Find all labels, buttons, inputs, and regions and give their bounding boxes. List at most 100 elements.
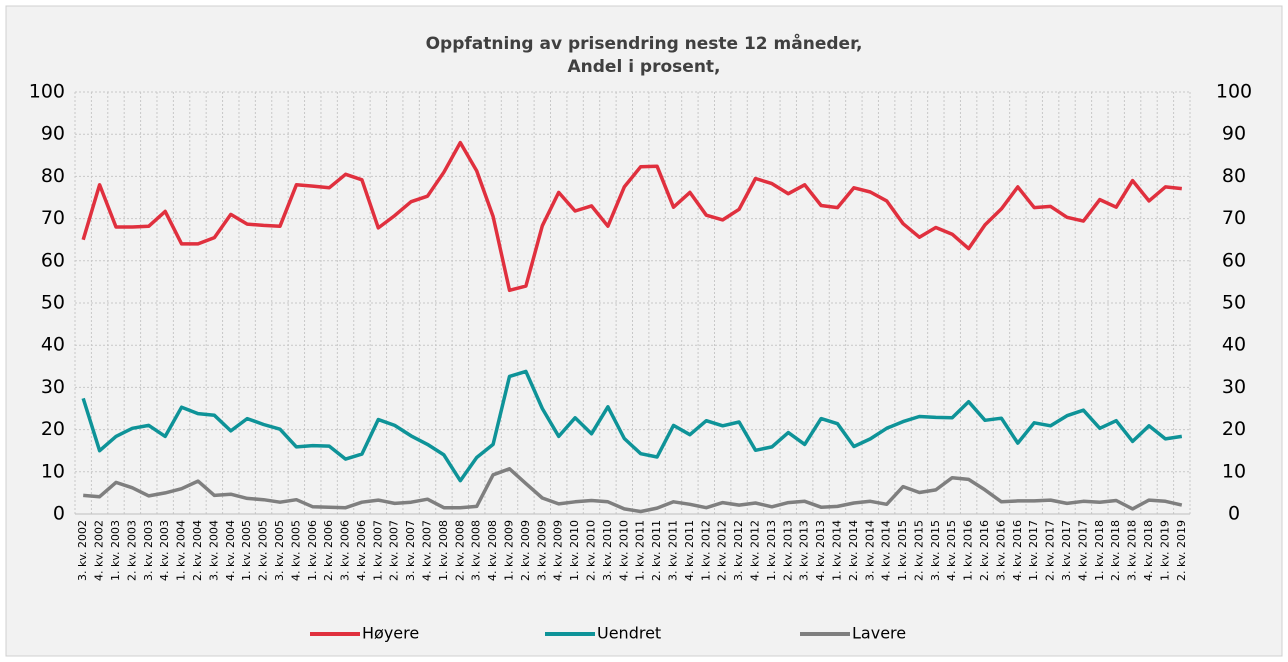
x-tick-label: 2. kv. 2018 xyxy=(1109,520,1122,581)
x-tick-label: 3. kv. 2014 xyxy=(863,520,876,581)
legend-label: Lavere xyxy=(852,624,906,643)
x-tick-label: 4. kv. 2017 xyxy=(1076,520,1089,581)
x-tick-label: 1. kv. 2011 xyxy=(634,520,647,581)
x-tick-label: 3. kv. 2006 xyxy=(339,520,352,581)
x-tick-label: 1. kv. 2015 xyxy=(896,520,909,581)
x-tick-label: 3. kv. 2016 xyxy=(994,520,1007,581)
chart-title: Oppfatning av prisendring neste 12 måned… xyxy=(426,32,863,54)
x-tick-label: 2. kv. 2012 xyxy=(716,520,729,581)
x-tick-label: 4. kv. 2006 xyxy=(355,520,368,581)
y2-tick-label: 10 xyxy=(1222,460,1246,482)
x-tick-label: 4. kv. 2013 xyxy=(814,520,827,581)
x-tick-label: 2. kv. 2003 xyxy=(125,520,138,581)
x-tick-label: 4. kv. 2004 xyxy=(224,520,237,581)
y2-tick-label: 0 xyxy=(1228,503,1240,525)
x-tick-label: 2. kv. 2005 xyxy=(257,520,270,581)
x-tick-label: 4. kv. 2018 xyxy=(1142,520,1155,581)
x-tick-label: 2. kv. 2015 xyxy=(912,520,925,581)
x-tick-label: 2. kv. 2007 xyxy=(388,520,401,581)
x-tick-label: 2. kv. 2014 xyxy=(847,520,860,581)
x-tick-label: 1. kv. 2013 xyxy=(765,520,778,581)
y-tick-label: 90 xyxy=(41,123,65,145)
x-tick-label: 4. kv. 2012 xyxy=(748,520,761,581)
x-tick-label: 1. kv. 2012 xyxy=(699,520,712,581)
x-tick-label: 1. kv. 2008 xyxy=(437,520,450,581)
x-tick-label: 3. kv. 2018 xyxy=(1126,520,1139,581)
y-tick-label: 60 xyxy=(41,249,65,271)
legend-label: Høyere xyxy=(362,624,419,643)
y2-tick-label: 80 xyxy=(1222,165,1246,187)
x-tick-label: 4. kv. 2011 xyxy=(683,520,696,581)
x-tick-label: 4. kv. 2015 xyxy=(945,520,958,581)
x-tick-label: 3. kv. 2005 xyxy=(273,520,286,581)
x-tick-label: 1. kv. 2003 xyxy=(109,520,122,581)
x-tick-label: 2. kv. 2016 xyxy=(978,520,991,581)
x-tick-label: 3. kv. 2003 xyxy=(142,520,155,581)
x-tick-label: 3. kv. 2015 xyxy=(929,520,942,581)
x-tick-label: 4. kv. 2003 xyxy=(158,520,171,581)
chart-background xyxy=(5,5,1283,657)
y2-tick-label: 100 xyxy=(1216,81,1252,103)
x-tick-label: 4. kv. 2005 xyxy=(289,520,302,581)
x-tick-label: 2. kv. 2004 xyxy=(191,520,204,581)
x-tick-label: 1. kv. 2005 xyxy=(240,520,253,581)
y2-tick-label: 30 xyxy=(1222,376,1246,398)
y-tick-label: 30 xyxy=(41,376,65,398)
series-line xyxy=(81,369,1183,483)
y2-tick-label: 70 xyxy=(1222,207,1246,229)
series-line xyxy=(83,467,1183,514)
y-tick-label: 50 xyxy=(41,292,65,314)
x-tick-label: 3. kv. 2010 xyxy=(601,520,614,581)
y-tick-label: 70 xyxy=(41,207,65,229)
x-tick-label: 3. kv. 2009 xyxy=(535,520,548,581)
x-tick-label: 1. kv. 2016 xyxy=(962,520,975,581)
y-tick-label: 10 xyxy=(41,460,65,482)
x-tick-label: 2. kv. 2019 xyxy=(1175,520,1188,581)
x-tick-label: 4. kv. 2002 xyxy=(93,520,106,581)
y-tick-label: 80 xyxy=(41,165,65,187)
x-tick-label: 1. kv. 2009 xyxy=(503,520,516,581)
x-tick-label: 2. kv. 2017 xyxy=(1044,520,1057,581)
y-tick-label: 20 xyxy=(41,418,65,440)
y2-tick-label: 40 xyxy=(1222,334,1246,356)
x-tick-label: 3. kv. 2017 xyxy=(1060,520,1073,581)
x-tick-label: 4. kv. 2008 xyxy=(486,520,499,581)
x-tick-label: 4. kv. 2014 xyxy=(880,520,893,581)
x-tick-label: 3. kv. 2002 xyxy=(76,520,89,581)
x-tick-label: 4. kv. 2007 xyxy=(421,520,434,581)
x-tick-label: 4. kv. 2016 xyxy=(1011,520,1024,581)
x-tick-label: 2. kv. 2008 xyxy=(453,520,466,581)
y2-tick-label: 50 xyxy=(1222,292,1246,314)
x-tick-label: 1. kv. 2014 xyxy=(830,520,843,581)
legend-label: Uendret xyxy=(597,624,661,643)
x-tick-label: 3. kv. 2013 xyxy=(798,520,811,581)
chart-subtitle: Andel i prosent, xyxy=(567,57,720,77)
y2-tick-label: 20 xyxy=(1222,418,1246,440)
x-tick-label: 3. kv. 2012 xyxy=(732,520,745,581)
y-tick-label: 100 xyxy=(29,81,65,103)
x-tick-label: 1. kv. 2010 xyxy=(568,520,581,581)
x-tick-label: 2. kv. 2009 xyxy=(519,520,532,581)
x-tick-label: 3. kv. 2008 xyxy=(470,520,483,581)
x-tick-label: 1. kv. 2019 xyxy=(1158,520,1171,581)
x-tick-label: 1. kv. 2004 xyxy=(175,520,188,581)
x-tick-label: 2. kv. 2010 xyxy=(585,520,598,581)
x-tick-label: 2. kv. 2011 xyxy=(650,520,663,581)
x-tick-label: 3. kv. 2011 xyxy=(666,520,679,581)
x-tick-label: 4. kv. 2009 xyxy=(552,520,565,581)
x-tick-label: 1. kv. 2017 xyxy=(1027,520,1040,581)
x-tick-label: 2. kv. 2006 xyxy=(322,520,335,581)
x-tick-label: 1. kv. 2018 xyxy=(1093,520,1106,581)
series-line xyxy=(81,140,1182,293)
y2-tick-label: 90 xyxy=(1222,123,1246,145)
x-tick-label: 3. kv. 2004 xyxy=(207,520,220,581)
x-tick-label: 4. kv. 2010 xyxy=(617,520,630,581)
y-tick-label: 40 xyxy=(41,334,65,356)
x-tick-label: 1. kv. 2006 xyxy=(306,520,319,581)
x-tick-label: 1. kv. 2007 xyxy=(371,520,384,581)
x-tick-label: 2. kv. 2013 xyxy=(781,520,794,581)
y-tick-label: 0 xyxy=(53,503,65,525)
y2-tick-label: 60 xyxy=(1222,249,1246,271)
x-tick-label: 3. kv. 2007 xyxy=(404,520,417,581)
